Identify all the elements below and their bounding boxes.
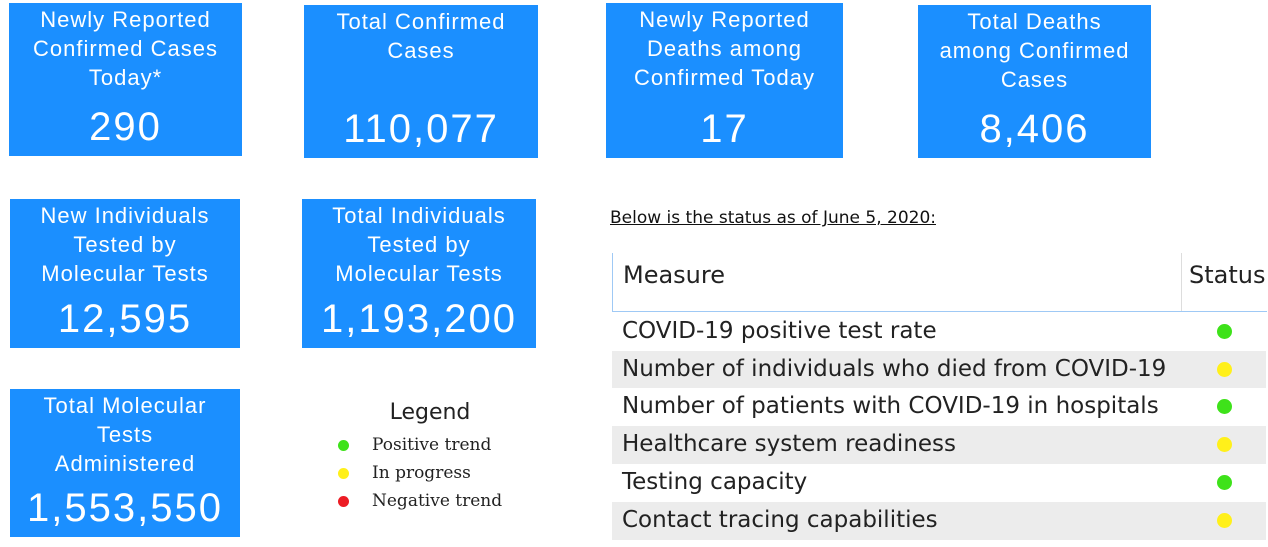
table-row: Contact tracing capabilities	[612, 501, 1266, 540]
tile-label-line: Confirmed Today	[634, 65, 815, 90]
tile-label-line: Today*	[88, 65, 163, 90]
stat-tile: Total Individuals Tested by Molecular Test…	[302, 199, 536, 348]
tile-label-line: Administered	[54, 451, 196, 476]
legend-dot	[338, 440, 349, 451]
tile-label-line: Total Individuals	[332, 203, 506, 228]
tile-label-line: Newly Reported	[639, 7, 810, 32]
measure-cell: Healthcare system readiness	[622, 431, 957, 458]
tile-label: Newly Reported Confirmed Cases Today*	[9, 5, 242, 92]
tile-value: 12,595	[57, 297, 193, 341]
tile-label-line: Cases	[1000, 67, 1069, 92]
status-dot	[1217, 512, 1232, 528]
divider	[1181, 253, 1182, 311]
table-row: Number of individuals who died from COVI…	[612, 350, 1266, 389]
tile-label-line: Tested by	[73, 232, 177, 257]
legend-label: Positive trend	[372, 435, 492, 455]
tile-label-line: New Individuals	[40, 203, 210, 228]
tile-label-line: among Confirmed	[939, 38, 1130, 63]
tile-value: 1,193,200	[321, 297, 517, 341]
status-dot	[1217, 474, 1232, 490]
legend-title: Legend	[389, 400, 471, 425]
status-dot	[1217, 324, 1232, 339]
tile-label: Total Molecular Tests Administered	[10, 391, 240, 478]
status-note: Below is the status as of June 5, 2020:	[610, 208, 936, 228]
measure-cell: Contact tracing capabilities	[622, 506, 938, 533]
tile-label-line: Newly Reported	[40, 7, 211, 32]
stat-tile: Newly Reported Deaths among Confirmed Toda…	[606, 3, 843, 158]
stat-tile: Total Confirmed Cases 110,077	[304, 5, 538, 158]
stat-tile: Newly Reported Confirmed Cases Today* 290	[9, 3, 242, 156]
measure-cell: Testing capacity	[622, 468, 808, 495]
tile-label-line: Molecular Tests	[41, 261, 209, 286]
legend-dot	[338, 468, 349, 479]
status-dot	[1217, 361, 1232, 377]
table-row: Testing capacity	[612, 463, 1266, 502]
measure-cell: Number of individuals who died from COVI…	[622, 355, 1167, 382]
tile-label-line: Molecular Tests	[335, 261, 503, 286]
tile-label-line: Total Molecular	[43, 393, 207, 418]
stat-tile: Total Deaths among Confirmed Cases 8,406	[918, 5, 1151, 158]
tile-label-line: Cases	[387, 38, 455, 63]
table-row: Healthcare system readiness	[612, 426, 1266, 465]
legend-dot	[338, 496, 349, 507]
table-header: Measure Status	[612, 253, 1267, 312]
tile-label-line: Tests	[96, 422, 154, 447]
tile-label: Newly Reported Deaths among Confirmed Toda…	[606, 5, 843, 92]
stat-tile: New Individuals Tested by Molecular Tests 1…	[10, 199, 240, 348]
measure-cell: COVID-19 positive test rate	[622, 318, 937, 344]
tile-label-line: Confirmed Cases	[33, 36, 218, 61]
tile-label-line: Deaths among	[646, 36, 803, 61]
tile-label-line: Total Deaths	[967, 9, 1102, 34]
table-row: COVID-19 positive test rate	[612, 313, 1266, 351]
tile-value: 8,406	[979, 107, 1090, 151]
measure-cell: Number of patients with COVID-19 in hosp…	[622, 393, 1159, 420]
tile-value: 17	[700, 107, 749, 151]
tile-label: Total Confirmed Cases	[304, 7, 538, 65]
header-cell: Measure	[623, 261, 725, 289]
tile-label-line: Tested by	[367, 232, 471, 257]
status-dot	[1217, 399, 1232, 415]
legend-label: Negative trend	[372, 491, 503, 511]
status-dot	[1217, 437, 1232, 453]
table-row: Number of patients with COVID-19 in hosp…	[612, 388, 1266, 427]
tile-label: Total Individuals Tested by Molecular Test…	[302, 201, 536, 288]
tile-value: 1,553,550	[27, 486, 223, 530]
tile-value: 110,077	[343, 107, 499, 151]
tile-label: Total Deaths among Confirmed Cases	[918, 7, 1151, 94]
tile-label: New Individuals Tested by Molecular Tests	[10, 201, 240, 288]
header-cell: Status	[1189, 261, 1266, 289]
tile-label-line: Total Confirmed	[336, 9, 506, 34]
legend-label: In progress	[372, 463, 471, 483]
tile-value: 290	[89, 105, 162, 149]
stat-tile: Total Molecular Tests Administered 1,553,55…	[10, 389, 240, 537]
